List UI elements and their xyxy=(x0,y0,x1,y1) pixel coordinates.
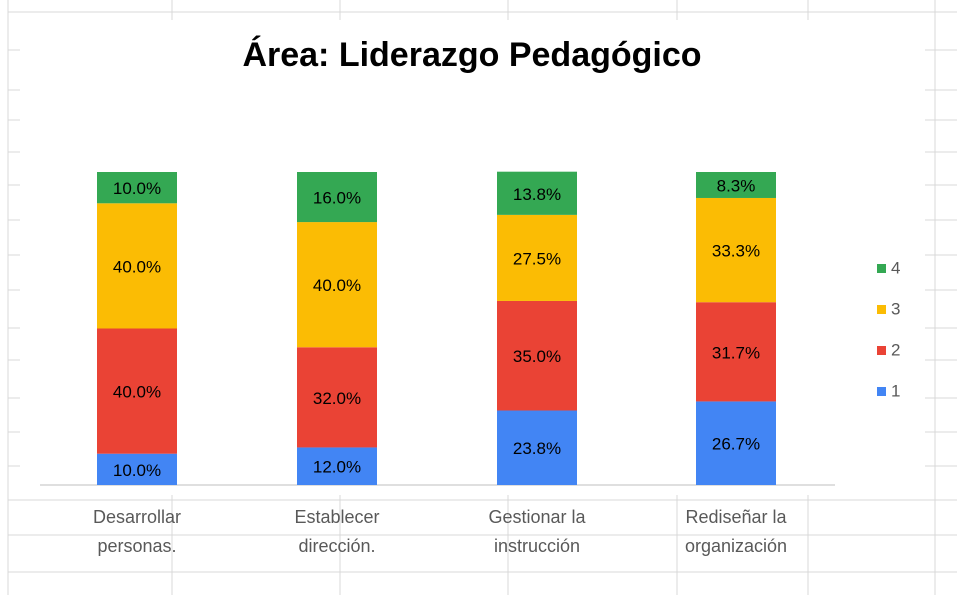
x-tick-label: Rediseñar la organización xyxy=(684,507,788,556)
legend-label: 4 xyxy=(891,258,900,277)
bar-segment xyxy=(97,172,177,204)
bar-segment xyxy=(696,197,776,303)
bar-segment xyxy=(97,328,177,454)
bar-segment xyxy=(297,447,377,485)
data-label: 32.0% xyxy=(313,389,361,408)
chart-title: Área: Liderazgo Pedagógico xyxy=(242,36,701,74)
legend-swatch xyxy=(877,387,886,396)
x-tick-label: Establecer dirección. xyxy=(294,507,380,556)
bar-segment xyxy=(497,214,577,301)
bar-segment xyxy=(696,172,776,198)
bar-segment xyxy=(97,203,177,329)
bar-segment xyxy=(497,171,577,215)
bar-segment xyxy=(97,453,177,485)
legend-swatch xyxy=(877,264,886,273)
data-label: 10.0% xyxy=(113,461,161,480)
bar-segment xyxy=(696,302,776,402)
data-label: 16.0% xyxy=(313,189,361,208)
data-label: 40.0% xyxy=(113,257,161,276)
data-label: 26.7% xyxy=(712,435,760,454)
legend-label: 2 xyxy=(891,340,900,359)
bar-segment xyxy=(297,222,377,348)
legend-swatch xyxy=(877,346,886,355)
legend-label: 3 xyxy=(891,299,900,318)
bar-segment xyxy=(297,347,377,448)
data-label: 12.0% xyxy=(313,458,361,477)
data-label: 23.8% xyxy=(513,439,561,458)
data-label: 13.8% xyxy=(513,185,561,204)
data-label: 40.0% xyxy=(113,383,161,402)
data-label: 8.3% xyxy=(717,176,756,195)
data-label: 35.0% xyxy=(513,347,561,366)
data-label: 27.5% xyxy=(513,249,561,268)
bar-segment xyxy=(497,410,577,485)
data-label: 33.3% xyxy=(712,242,760,261)
bar-segment xyxy=(297,172,377,223)
data-label: 31.7% xyxy=(712,343,760,362)
data-label: 10.0% xyxy=(113,179,161,198)
bar-segment xyxy=(696,401,776,485)
x-tick-label: Desarrollar personas. xyxy=(92,507,182,556)
bar-segment xyxy=(497,300,577,411)
legend-label: 1 xyxy=(891,381,900,400)
x-tick-label: Gestionar la instrucción xyxy=(488,507,586,556)
legend-swatch xyxy=(877,305,886,314)
data-label: 40.0% xyxy=(313,276,361,295)
